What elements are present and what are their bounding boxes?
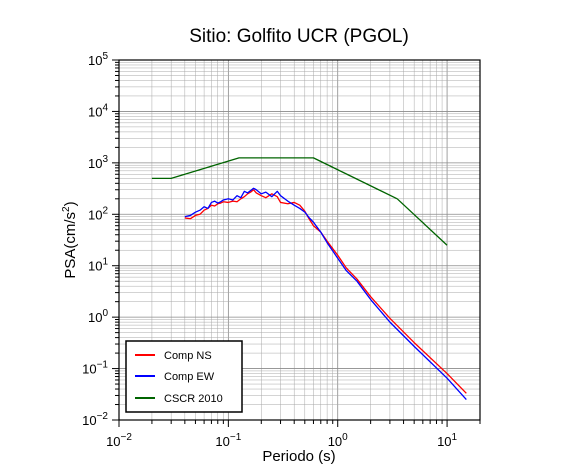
series-line xyxy=(184,187,467,400)
tick-exponent: 3 xyxy=(102,154,108,165)
series-line xyxy=(151,157,448,246)
tick-base: 10 xyxy=(437,434,451,449)
y-tick-label: 104 xyxy=(88,102,108,119)
x-tick-label: 10−2 xyxy=(106,432,132,449)
tick-base: 10 xyxy=(88,156,102,171)
y-tick-label: 10−1 xyxy=(82,360,108,377)
plot-frame xyxy=(118,59,481,421)
tick-base: 10 xyxy=(88,259,102,274)
tick-base: 10 xyxy=(88,310,102,325)
tick-base: 10 xyxy=(215,434,229,449)
tick-base: 10 xyxy=(82,362,96,377)
tick-base: 10 xyxy=(88,207,102,222)
legend: Comp NS Comp EW CSCR 2010 xyxy=(125,340,243,413)
tick-base: 10 xyxy=(106,434,120,449)
x-tick-label: 100 xyxy=(328,432,348,449)
x-tick-label: 101 xyxy=(437,432,457,449)
y-axis-label-close: ) xyxy=(62,201,79,206)
tick-exponent: 1 xyxy=(452,432,458,443)
tick-exponent: −2 xyxy=(97,411,109,422)
series-line xyxy=(184,189,467,394)
tick-base: 10 xyxy=(88,53,102,68)
tick-exponent: 0 xyxy=(102,308,108,319)
y-axis-label-superscript: 2 xyxy=(61,206,72,212)
y-tick-label: 105 xyxy=(88,51,108,68)
y-tick-label: 103 xyxy=(88,154,108,171)
series-lines xyxy=(151,157,467,400)
y-tick-label: 102 xyxy=(88,205,108,222)
x-axis-label: Periodo (s) xyxy=(262,448,335,465)
tick-exponent: −1 xyxy=(97,360,109,371)
axis-ticks xyxy=(112,59,481,427)
tick-exponent: 0 xyxy=(342,432,348,443)
tick-exponent: 5 xyxy=(102,51,108,62)
legend-label: Comp NS xyxy=(164,350,212,362)
legend-label: CSCR 2010 xyxy=(164,393,223,405)
tick-exponent: 4 xyxy=(102,102,108,113)
tick-exponent: 1 xyxy=(102,257,108,268)
tick-exponent: 2 xyxy=(102,205,108,216)
chart-title: Sitio: Golfito UCR (PGOL) xyxy=(189,26,409,47)
legend-entry: CSCR 2010 xyxy=(135,393,223,405)
tick-exponent: −2 xyxy=(121,432,133,443)
y-tick-label: 10−2 xyxy=(82,411,108,428)
y-axis-label-main: PSA(cm/s xyxy=(62,212,79,279)
y-tick-label: 100 xyxy=(88,308,108,325)
tick-base: 10 xyxy=(328,434,342,449)
y-tick-label: 101 xyxy=(88,257,108,274)
x-tick-label: 10−1 xyxy=(215,432,241,449)
y-axis-label: PSA(cm/s2) xyxy=(61,201,79,278)
legend-entry: Comp NS xyxy=(135,350,212,362)
x-tick-labels: 10−2 10−1 100 101 xyxy=(106,432,457,449)
tick-exponent: −1 xyxy=(230,432,242,443)
tick-base: 10 xyxy=(88,104,102,119)
tick-base: 10 xyxy=(82,413,96,428)
legend-entry: Comp EW xyxy=(135,371,215,383)
grid xyxy=(118,59,481,421)
legend-label: Comp EW xyxy=(164,371,215,383)
